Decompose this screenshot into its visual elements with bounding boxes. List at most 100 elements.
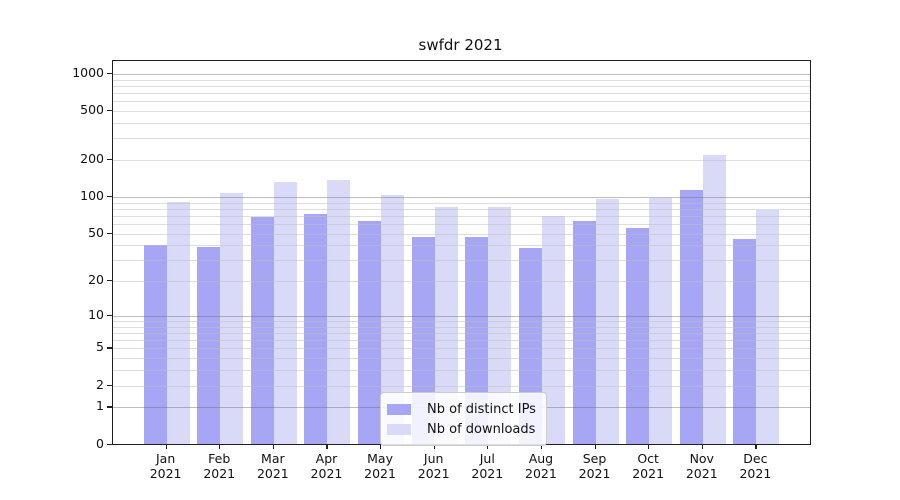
x-tick-mark — [755, 444, 757, 449]
x-tick-mark — [487, 444, 489, 449]
y-tick-label: 2 — [96, 376, 104, 392]
x-tick-mark — [219, 444, 221, 449]
y-tick-label: 50 — [88, 224, 104, 240]
legend-label-downloads: Nb of downloads — [427, 421, 536, 437]
y-tick-label: 10 — [88, 306, 104, 322]
legend-item-distinct-ips: Nb of distinct IPs — [387, 399, 536, 419]
minor-gridline — [113, 111, 810, 113]
y-tick-mark — [107, 232, 112, 234]
x-tick-mark — [648, 444, 650, 449]
x-tick-year: 2021 — [310, 465, 343, 481]
minor-gridline — [113, 160, 810, 162]
bar-distinct-ips-jan — [143, 245, 167, 444]
y-tick-mark — [107, 280, 112, 282]
minor-gridline — [113, 93, 810, 95]
bar-distinct-ips-may — [358, 221, 382, 444]
x-tick-year: 2021 — [417, 465, 450, 481]
x-tick-mark — [594, 444, 596, 449]
x-tick-year: 2021 — [525, 465, 557, 481]
x-tick-label: Feb 2021 — [187, 451, 251, 481]
x-tick-month: Jul — [479, 451, 495, 466]
x-tick-mark — [165, 444, 167, 449]
x-tick-month: Nov — [689, 451, 714, 466]
bar-distinct-ips-dec — [733, 239, 757, 444]
y-tick-mark — [107, 443, 112, 445]
x-tick-label: Oct 2021 — [616, 451, 680, 481]
bar-distinct-ips-mar — [250, 217, 274, 444]
bar-downloads-aug — [541, 215, 565, 444]
x-tick-year: 2021 — [256, 465, 289, 481]
bar-distinct-ips-feb — [197, 246, 221, 444]
x-tick-label: Jul 2021 — [455, 451, 519, 481]
y-tick-label: 500 — [80, 102, 104, 118]
legend: Nb of distinct IPs Nb of downloads — [380, 392, 547, 446]
x-tick-month: Jan — [155, 451, 176, 466]
major-gridline — [113, 196, 810, 198]
minor-gridline — [113, 123, 810, 124]
x-tick-label: Nov 2021 — [670, 451, 734, 481]
plot-area: Nb of distinct IPs Nb of downloads — [112, 60, 811, 446]
x-tick-year: 2021 — [471, 465, 504, 481]
x-tick-mark — [701, 444, 703, 449]
bar-downloads-may — [381, 195, 405, 444]
y-tick-mark — [107, 384, 112, 386]
minor-gridline — [113, 332, 810, 334]
bar-downloads-jul — [488, 206, 512, 444]
x-tick-mark — [380, 444, 382, 449]
minor-gridline — [113, 224, 810, 225]
minor-gridline — [113, 245, 810, 247]
minor-gridline — [113, 233, 810, 235]
x-tick-mark — [540, 444, 543, 449]
y-tick-label: 1 — [96, 398, 104, 414]
x-tick-label: Dec 2021 — [723, 451, 787, 481]
x-tick-year: 2021 — [739, 465, 772, 481]
x-tick-mark — [433, 444, 435, 449]
minor-gridline — [113, 370, 810, 372]
x-tick-year: 2021 — [578, 465, 611, 481]
legend-swatch-distinct-ips — [387, 403, 411, 415]
y-tick-label: 1000 — [72, 64, 104, 80]
bar-downloads-mar — [273, 182, 297, 444]
x-tick-label: Aug 2021 — [509, 451, 573, 481]
bar-distinct-ips-sep — [572, 221, 596, 444]
x-tick-label: Apr 2021 — [294, 451, 358, 481]
x-tick-month: May — [367, 451, 393, 466]
major-gridline — [113, 73, 810, 75]
minor-gridline — [113, 260, 810, 262]
minor-gridline — [113, 281, 810, 283]
x-tick-year: 2021 — [203, 465, 236, 481]
y-tick-label: 200 — [80, 151, 104, 167]
x-tick-label: Jun 2021 — [402, 451, 466, 481]
x-tick-mark — [272, 444, 275, 449]
x-tick-month: Aug — [528, 451, 554, 466]
x-tick-month: Jun — [423, 451, 444, 466]
y-tick-mark — [107, 314, 112, 317]
bar-distinct-ips-apr — [304, 213, 328, 444]
minor-gridline — [113, 385, 810, 387]
bar-downloads-jun — [434, 206, 458, 444]
minor-gridline — [113, 85, 810, 87]
chart-title: swfdr 2021 — [418, 36, 503, 54]
y-tick-label: 20 — [88, 272, 104, 288]
minor-gridline — [113, 348, 810, 350]
x-tick-month: Dec — [743, 451, 768, 466]
minor-gridline — [113, 215, 810, 217]
x-tick-year: 2021 — [149, 465, 182, 481]
y-tick-label: 0 — [96, 435, 104, 451]
y-tick-mark — [107, 347, 112, 349]
y-tick-mark — [107, 159, 112, 161]
x-tick-label: May 2021 — [348, 451, 412, 481]
x-tick-year: 2021 — [632, 465, 665, 481]
x-tick-year: 2021 — [364, 465, 396, 481]
legend-item-downloads: Nb of downloads — [387, 419, 536, 439]
y-tick-label: 5 — [96, 339, 104, 355]
minor-gridline — [113, 79, 810, 81]
y-tick-mark — [107, 195, 112, 198]
major-gridline — [113, 315, 810, 317]
bar-downloads-jan — [166, 201, 190, 444]
x-tick-month: Sep — [582, 451, 607, 466]
y-tick-label: 100 — [80, 187, 104, 203]
x-tick-month: Apr — [315, 451, 338, 466]
x-tick-month: Oct — [637, 451, 659, 466]
minor-gridline — [113, 321, 810, 322]
